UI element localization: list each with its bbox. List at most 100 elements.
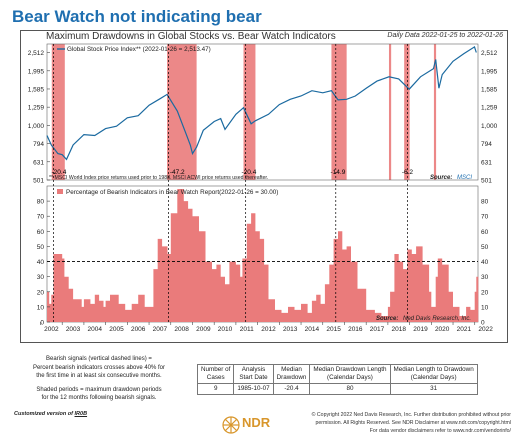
drawdown-shade — [331, 44, 347, 180]
bottom-ytick-label-left: 30 — [37, 274, 45, 281]
stats-header-cell: Number of Cases — [196, 364, 235, 384]
top-panel-border — [46, 43, 479, 181]
top-ytick-label-left: 2,512 — [28, 50, 45, 57]
x-tick-label: 2018 — [392, 326, 407, 333]
bottom-ytick-label-left: 70 — [37, 214, 45, 221]
x-tick-label: 2003 — [66, 326, 81, 333]
global-stock-price-line — [46, 45, 477, 161]
bottom-ytick-label-right: 80 — [481, 199, 489, 206]
stats-value-cell: 1985-10-07 — [233, 383, 274, 395]
stats-value-row: 9 1985-10-07 -20.4 80 31 — [196, 383, 478, 395]
bottom-ytick-label-right: 30 — [481, 274, 489, 281]
x-tick-label: 2013 — [283, 326, 298, 333]
copyright-note: © Copyright 2022 Ned Davis Research, Inc… — [281, 411, 511, 435]
custom-link[interactable]: IR0B — [74, 411, 88, 417]
signals-line-2: Percent bearish indicators crosses above… — [32, 364, 166, 371]
x-tick-label: 2020 — [435, 326, 450, 333]
bottom-ytick-label-right: 50 — [481, 244, 489, 251]
stats-value-cell: 80 — [309, 383, 391, 395]
ndr-logo-icon — [222, 416, 240, 434]
bottom-legend-label: Percentage of Bearish Indicators in Bear… — [66, 189, 278, 196]
stats-value-cell: 31 — [389, 383, 478, 395]
signals-legend: Bearish signals (vertical dashed lines) … — [24, 355, 174, 403]
drawdown-shade — [51, 44, 65, 180]
copyright-line-3: For data vendor disclaimers refer to www… — [369, 428, 511, 434]
top-ytick-label-left: 1,259 — [28, 105, 45, 112]
page-heading: Bear Watch not indicating bear — [12, 7, 262, 26]
bottom-ytick-label-right: 10 — [481, 304, 489, 311]
x-tick-label: 2019 — [413, 326, 428, 333]
top-ytick-label-right: 1,585 — [481, 86, 498, 93]
bottom-source-name: Ned Davis Research, Inc. — [403, 316, 471, 322]
top-ytick-label-left: 1,000 — [28, 123, 45, 130]
top-legend-label: Global Stock Price Index** (2022-01-26 =… — [67, 46, 211, 53]
drawdown-shade — [167, 44, 197, 180]
top-source-label: Source: — [430, 175, 452, 181]
signals-line-3: the first time in at least six consecuti… — [36, 373, 162, 379]
copyright-line-1: © Copyright 2022 Ned Davis Research, Inc… — [311, 412, 511, 418]
bottom-ytick-label-right: 60 — [481, 229, 489, 236]
drawdown-shade — [404, 44, 410, 180]
stats-header-cell: Analysis Start Date — [233, 364, 274, 384]
bearish-percentage-area — [47, 189, 479, 322]
drawdown-label: -47.2 — [170, 169, 185, 176]
bottom-ytick-label-left: 10 — [37, 304, 45, 311]
x-tick-label: 2008 — [174, 326, 189, 333]
stats-header-row: Number of Cases Analysis Start Date Median… — [196, 364, 478, 384]
bottom-ytick-label-right: 40 — [481, 259, 489, 266]
top-source-name: MSCI — [457, 175, 472, 181]
customized-note: Customized version of IR0B — [14, 411, 88, 417]
bottom-legend-swatch — [57, 189, 63, 194]
top-ytick-label-right: 794 — [481, 141, 492, 148]
bottom-source-label: Source: — [376, 316, 398, 322]
x-tick-label: 2021 — [457, 326, 472, 333]
top-ytick-label-right: 631 — [481, 159, 492, 166]
bottom-ytick-label-right: 20 — [481, 289, 489, 296]
top-ytick-label-right: 2,512 — [481, 50, 498, 57]
ndr-logo-text: NDR — [242, 415, 271, 430]
bottom-ytick-label-right: 0 — [481, 320, 485, 327]
x-tick-label: 2012 — [261, 326, 276, 333]
bottom-ytick-label-left: 80 — [37, 199, 45, 206]
stats-value-cell: -20.4 — [272, 383, 311, 395]
x-tick-label: 2005 — [109, 326, 124, 333]
top-ytick-label-left: 1,995 — [28, 68, 45, 75]
x-tick-label: 2010 — [218, 326, 233, 333]
x-tick-label: 2004 — [88, 326, 103, 333]
signals-line-4: Shaded periods = maximum drawdown period… — [36, 386, 162, 393]
bottom-ytick-label-left: 0 — [40, 320, 44, 327]
x-tick-label: 2011 — [240, 326, 254, 333]
drawdown-shade — [243, 44, 256, 180]
stats-table: Number of Cases Analysis Start Date Median… — [196, 364, 478, 395]
drawdown-label: -14.9 — [331, 169, 346, 176]
top-ytick-label-left: 501 — [33, 178, 44, 185]
drawdown-label: -20.4 — [52, 169, 67, 176]
top-ytick-label-left: 1,585 — [28, 86, 45, 93]
top-ytick-label-left: 794 — [33, 141, 44, 148]
signals-line-1: Bearish signals (vertical dashed lines) … — [46, 356, 152, 362]
chart-frame — [20, 30, 508, 343]
signals-line-5: for the 12 months following bearish sign… — [41, 395, 157, 401]
drawdown-label: -20.4 — [242, 169, 257, 176]
x-tick-label: 2006 — [131, 326, 146, 333]
x-tick-label: 2002 — [44, 326, 59, 333]
bottom-ytick-label-left: 50 — [37, 244, 45, 251]
chart-title: Maximum Drawdowns in Global Stocks vs. B… — [46, 31, 336, 42]
x-tick-label: 2022 — [478, 326, 493, 333]
stats-header-cell: Median Length to Drawdown (Calendar Days) — [389, 364, 478, 384]
top-ytick-label-right: 1,259 — [481, 105, 498, 112]
stats-header-cell: Median Drawdown — [272, 364, 311, 384]
bottom-ytick-label-left: 20 — [37, 289, 45, 296]
x-tick-label: 2017 — [370, 326, 385, 333]
drawdown-shade — [388, 44, 392, 180]
top-footnote: ** MSCI World Index price returns used p… — [49, 175, 268, 181]
drawdown-shade — [433, 44, 437, 180]
x-tick-label: 2016 — [348, 326, 363, 333]
chart-date-range: Daily Data 2022-01-25 to 2022-01-26 — [387, 32, 503, 39]
x-tick-label: 2007 — [153, 326, 168, 333]
top-ytick-label-left: 631 — [33, 159, 44, 166]
x-tick-label: 2014 — [305, 326, 320, 333]
stats-header-cell: Median Drawdown Length (Calendar Days) — [309, 364, 391, 384]
x-tick-label: 2015 — [326, 326, 341, 333]
